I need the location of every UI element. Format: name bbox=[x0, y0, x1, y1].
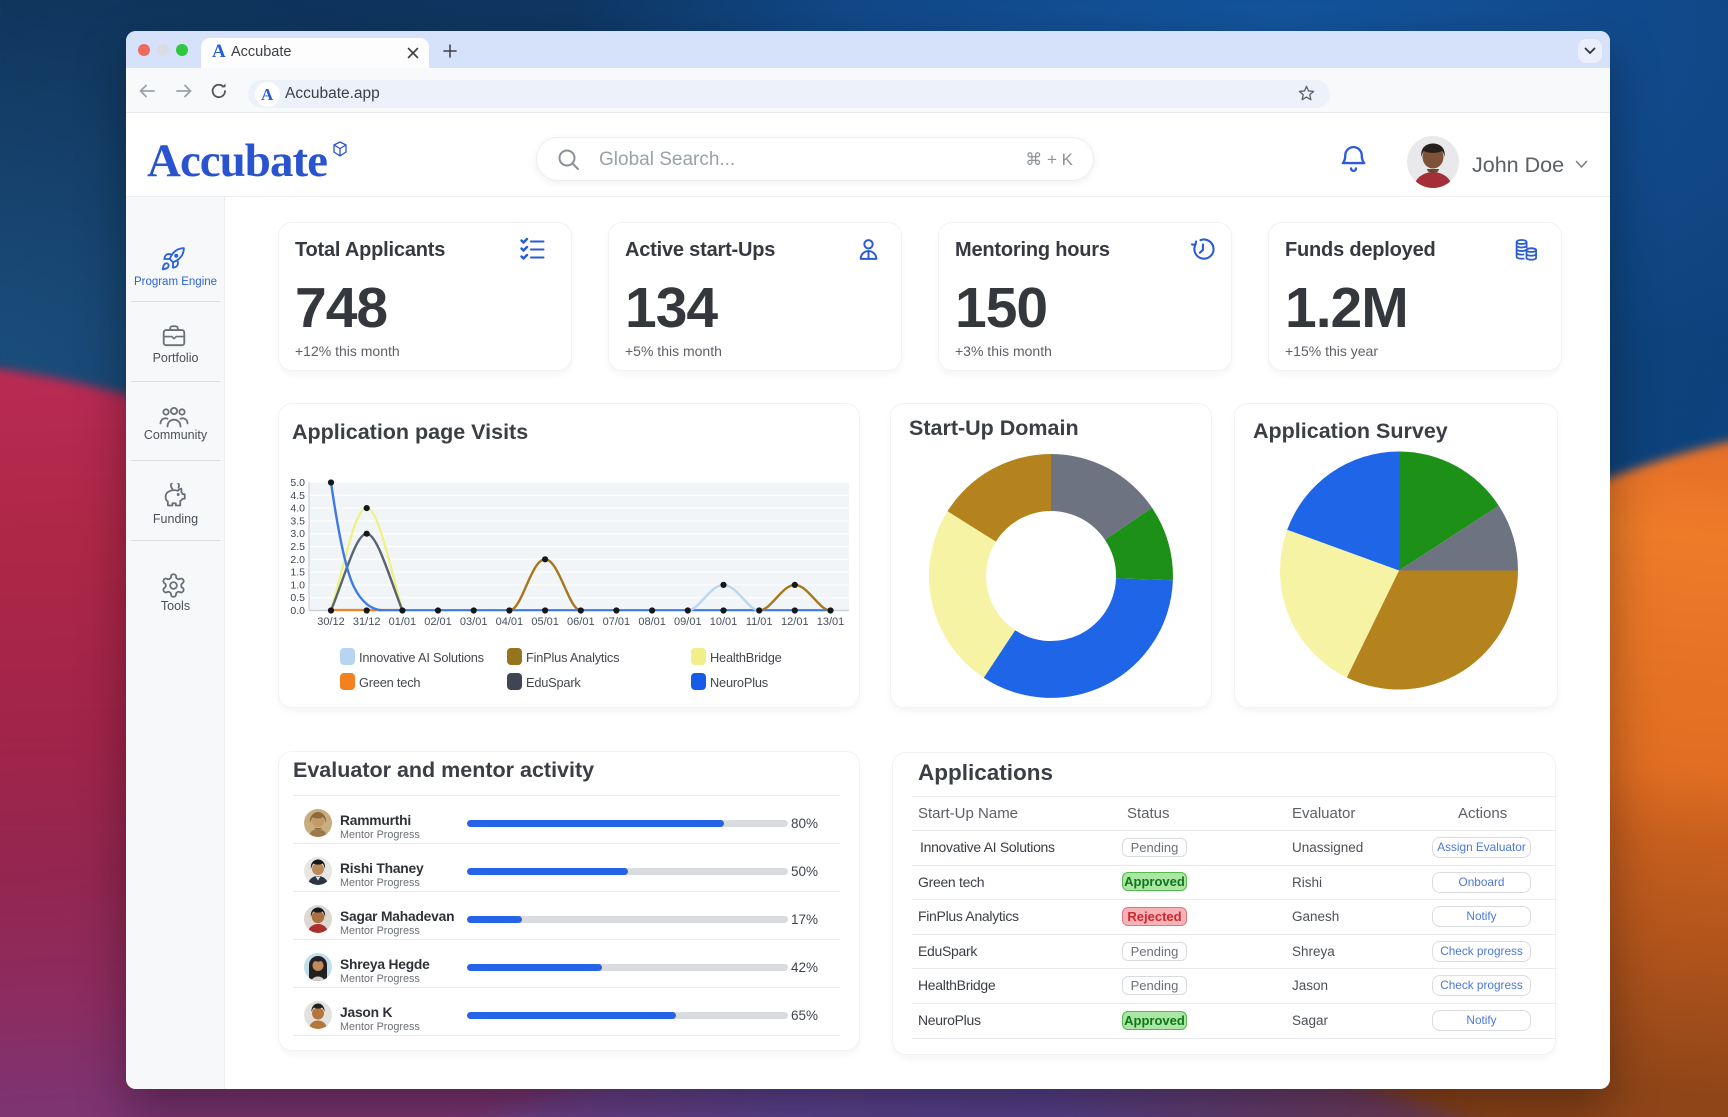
svg-text:06/01: 06/01 bbox=[567, 616, 595, 628]
svg-text:31/12: 31/12 bbox=[353, 616, 381, 628]
svg-text:1.5: 1.5 bbox=[290, 567, 305, 579]
svg-text:4.0: 4.0 bbox=[290, 503, 305, 515]
svg-text:1.0: 1.0 bbox=[290, 579, 305, 591]
svg-text:10/01: 10/01 bbox=[710, 616, 738, 628]
svg-text:13/01: 13/01 bbox=[817, 616, 845, 628]
svg-text:3.0: 3.0 bbox=[290, 528, 305, 540]
svg-text:2.0: 2.0 bbox=[290, 554, 305, 566]
svg-text:0.0: 0.0 bbox=[290, 605, 305, 617]
svg-text:3.5: 3.5 bbox=[290, 515, 305, 527]
svg-text:05/01: 05/01 bbox=[531, 616, 559, 628]
svg-text:02/01: 02/01 bbox=[424, 616, 452, 628]
svg-text:5.0: 5.0 bbox=[290, 477, 305, 489]
svg-text:03/01: 03/01 bbox=[460, 616, 488, 628]
svg-text:11/01: 11/01 bbox=[746, 616, 773, 628]
svg-text:01/01: 01/01 bbox=[389, 616, 417, 628]
svg-text:4.5: 4.5 bbox=[290, 490, 305, 502]
svg-text:30/12: 30/12 bbox=[317, 616, 345, 628]
svg-text:12/01: 12/01 bbox=[781, 616, 809, 628]
svg-text:0.5: 0.5 bbox=[290, 592, 305, 604]
svg-text:2.5: 2.5 bbox=[290, 541, 305, 553]
svg-text:04/01: 04/01 bbox=[496, 616, 524, 628]
svg-text:07/01: 07/01 bbox=[603, 616, 631, 628]
svg-text:08/01: 08/01 bbox=[638, 616, 666, 628]
svg-text:09/01: 09/01 bbox=[674, 616, 702, 628]
